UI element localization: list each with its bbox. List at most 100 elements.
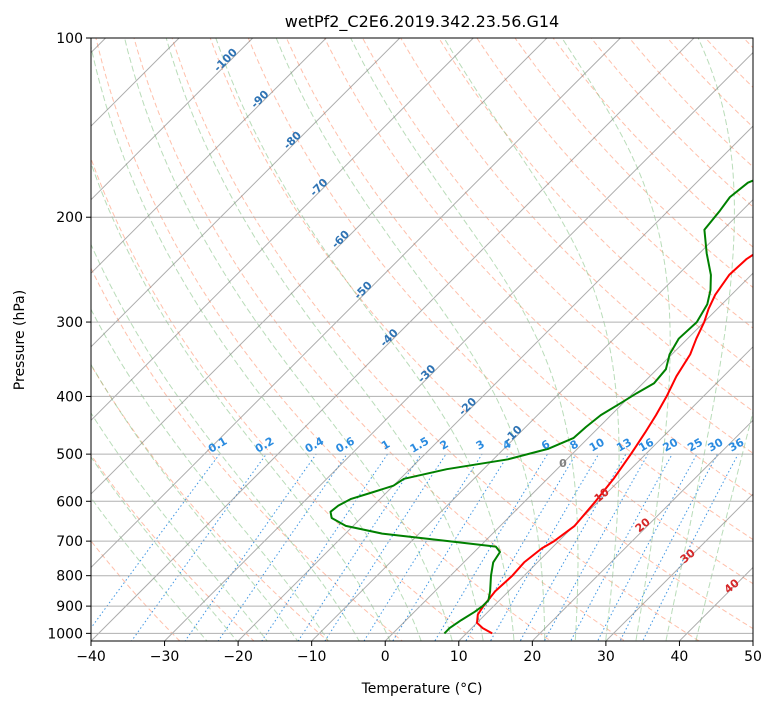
y-axis: 100 200 300 400 500 600 700 800 900 1000 [47,31,91,642]
moist-adiabat [695,410,753,641]
x-axis-label: Temperature (°C) [361,681,483,697]
y-tick-label: 400 [56,389,83,405]
mixing-ratio-label: 1.5 [408,435,431,456]
moist-adiabat [665,38,735,641]
mixing-ratio-label: 1 [379,438,392,453]
mixing-ratio-label: 0.4 [303,434,327,455]
dry-adiabat [400,38,753,412]
x-tick-label: −20 [223,649,253,665]
isotherm [91,38,401,348]
mixing-ratio-label: 25 [685,436,705,455]
isotherm [91,38,254,201]
dry-adiabat [247,38,753,585]
dry-adiabat [514,38,753,289]
moist-adiabat [91,161,391,641]
isotherm [237,125,753,641]
x-tick-label: 20 [523,649,541,665]
mixing-ratio-label: 30 [706,435,726,454]
y-tick-label: 800 [56,569,83,585]
x-tick-label: −40 [76,649,106,665]
y-tick-label: 300 [56,315,83,331]
mixing-ratio-line [392,453,510,641]
mixing-ratio-line [184,453,317,641]
dry-adiabat [91,540,181,641]
dry-adiabat [91,364,329,641]
isotherm-label: -20 [456,395,479,418]
y-tick-label: 600 [56,494,83,510]
moist-adiabat-label: 40 [722,576,742,596]
line-labels: 0.1 0.2 0.4 0.6 1 1.5 2 3 4 6 8 10 13 16 20 25 30 36-100-… [206,46,746,597]
dry-adiabat [91,454,255,641]
x-axis: −40 −30 −20 −10 0 10 20 30 40 50 [76,641,762,665]
dry-adiabat [362,38,753,454]
isotherm [605,493,753,641]
dry-adiabat [171,38,700,641]
x-tick-label: 0 [381,649,390,665]
mixing-ratio-label: 8 [568,438,581,453]
moist-adiabat [91,44,422,641]
mixing-ratio-label: 36 [726,435,746,454]
y-tick-label: 500 [56,447,83,463]
mixing-ratio-line [619,453,718,641]
x-tick-label: 50 [744,649,762,665]
dry-adiabat [91,267,404,641]
moist-adiabat [91,363,299,641]
mixing-ratio-label: 10 [587,435,607,454]
isotherm [91,38,474,422]
temperature-profile [476,253,753,635]
moist-adiabat [275,38,546,641]
isotherm-label: -90 [248,87,271,110]
isotherm-label: -70 [307,176,330,199]
dry-adiabat [95,38,552,641]
mixing-ratio-label: 0.2 [253,435,276,456]
plot-area: 0.1 0.2 0.4 0.6 1 1.5 2 3 4 6 8 10 13 16 20 25 30 36-100-… [91,25,775,658]
dry-adiabats [91,25,775,658]
isotherm [384,272,753,641]
dry-adiabat [285,38,753,541]
isotherm [91,38,327,274]
moist-adiabat-label: 30 [678,546,698,566]
isotherm-label: -40 [378,326,401,349]
mixing-ratio-label: 13 [614,436,634,455]
moist-adiabat-label: 20 [633,515,653,535]
moist-adiabat [91,496,208,641]
x-tick-label: −10 [297,649,327,665]
moist-adiabat [165,38,484,641]
moist-adiabat [91,456,238,641]
y-tick-label: 1000 [47,626,83,642]
y-axis-label: Pressure (hPa) [12,290,28,390]
mixing-ratio-line [543,453,649,641]
mixing-ratio-label: 16 [636,435,656,454]
dry-adiabat [704,38,753,89]
x-tick-label: 30 [597,649,615,665]
pressure-gridlines [91,38,753,634]
isotherm-label: -60 [329,228,352,251]
mixing-ratio-line [465,453,577,641]
dry-adiabat [628,38,753,168]
x-tick-label: 10 [450,649,468,665]
isotherm [91,38,621,569]
moist-adiabat [215,38,515,641]
y-tick-label: 700 [56,534,83,550]
dry-adiabat [133,38,626,641]
dry-adiabat [666,38,753,128]
isotherm [752,640,753,641]
isotherm-label: -100 [211,46,240,75]
chart-title: wetPf2_C2E6.2019.342.23.56.G14 [285,12,559,32]
isotherms [91,38,753,641]
isotherm [164,51,753,641]
dry-adiabat [769,25,775,658]
moist-adiabat [91,308,329,641]
dry-adiabat-label: 0 [559,457,567,470]
dry-adiabat [209,38,753,630]
dry-adiabat [438,38,753,371]
dry-adiabat [476,38,753,329]
y-tick-label: 200 [56,210,83,226]
y-tick-label: 100 [56,31,83,47]
dry-adiabat [91,157,478,641]
x-tick-label: 40 [671,649,689,665]
moist-adiabat [124,38,453,641]
isotherm [91,38,548,495]
isotherm-label: -80 [281,128,304,151]
